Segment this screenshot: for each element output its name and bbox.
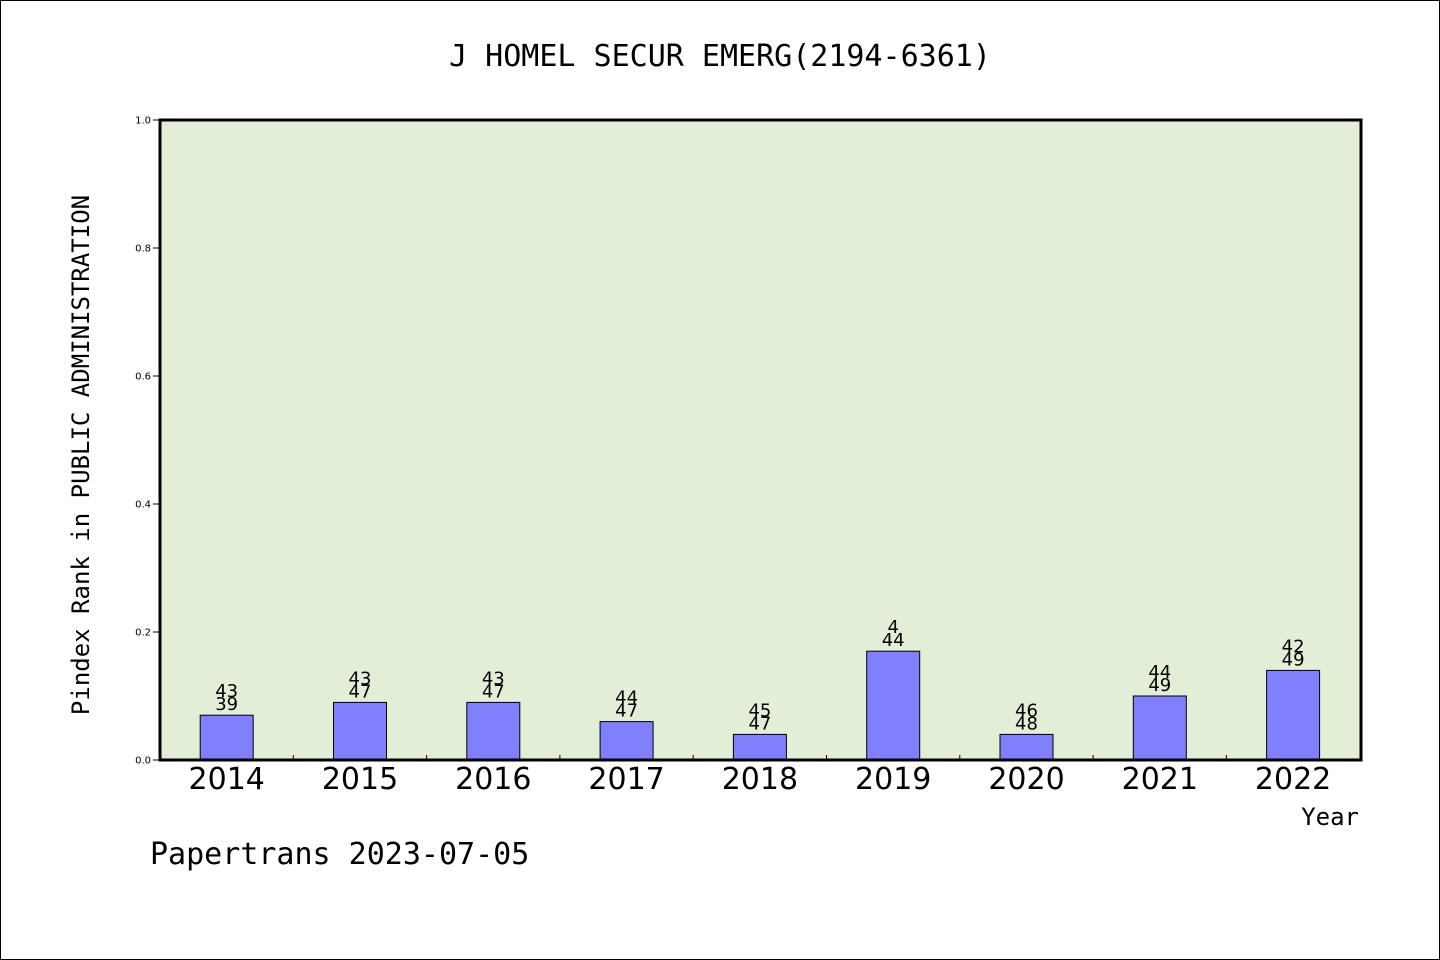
x-tick-label-2022: 2022 <box>1255 762 1331 797</box>
bar-total-label-2014: 39 <box>215 694 238 715</box>
bar-total-label-2017: 47 <box>615 701 638 722</box>
x-tick-label-2017: 2017 <box>588 762 664 797</box>
bar-rank-label-2018: 45 <box>748 700 771 721</box>
x-tick-label-2019: 2019 <box>855 762 931 797</box>
bar-rank-label-2020: 46 <box>1015 700 1038 721</box>
y-axis-label: Pindex Rank in PUBLIC ADMINISTRATION <box>67 195 95 715</box>
bar-total-label-2016: 47 <box>482 681 505 702</box>
chart-title: J HOMEL SECUR EMERG(2194-6361) <box>449 39 991 74</box>
x-tick-label-2020: 2020 <box>988 762 1064 797</box>
x-tick-label-2015: 2015 <box>322 762 398 797</box>
bar-rank-label-2016: 43 <box>482 668 505 689</box>
plot-border <box>158 118 1363 762</box>
x-tick-label-2014: 2014 <box>189 762 265 797</box>
x-axis: 2014 2015 2016 2017 2018 2019 2020 2021 2022 <box>189 755 1331 797</box>
plot-area <box>160 120 1361 760</box>
bar-total-label-2018: 47 <box>748 713 771 734</box>
x-tick-label-2018: 2018 <box>722 762 798 797</box>
bar-rank-label-2022: 42 <box>1282 636 1305 657</box>
bar-total-label-2021: 49 <box>1148 675 1171 696</box>
bar-rank-label-2014: 43 <box>215 681 238 702</box>
y-tick-label-0.2: 0.2 <box>135 628 151 639</box>
bar-total-label-2020: 48 <box>1015 713 1038 734</box>
bar-2018 <box>732 733 787 761</box>
bars-group <box>199 650 1321 761</box>
x-tick-label-2016: 2016 <box>455 762 531 797</box>
bar-2022 <box>1266 669 1321 761</box>
bar-2019 <box>866 650 921 761</box>
bar-2015 <box>333 701 387 761</box>
y-tick-label-0.4: 0.4 <box>135 500 151 511</box>
bar-2017 <box>599 721 654 761</box>
bar-2020 <box>999 733 1054 761</box>
x-tick-label-2021: 2021 <box>1122 762 1198 797</box>
bar-total-label-2019: 44 <box>882 630 905 651</box>
bar-2016 <box>466 701 521 761</box>
y-tick-label-0.0: 0.0 <box>135 756 151 767</box>
y-tick-label-0.8: 0.8 <box>135 244 151 255</box>
x-axis-label: Year <box>1301 803 1359 831</box>
bar-2021 <box>1132 695 1187 761</box>
y-tick-label-0.6: 0.6 <box>135 372 151 383</box>
bar-rank-label-2015: 43 <box>349 668 372 689</box>
y-axis: 0.0 0.2 0.4 0.6 0.8 1.0 <box>135 116 160 767</box>
bar-2014 <box>199 714 254 761</box>
bar-rank-label-2019: 4 <box>887 617 898 638</box>
footer-credit: Papertrans 2023-07-05 <box>150 837 529 872</box>
bar-total-label-2015: 47 <box>349 681 372 702</box>
y-tick-label-1.0: 1.0 <box>135 116 151 127</box>
bar-rank-label-2021: 44 <box>1148 662 1171 683</box>
bar-rank-label-2017: 44 <box>615 688 638 709</box>
bar-total-label-2022: 49 <box>1282 649 1305 670</box>
